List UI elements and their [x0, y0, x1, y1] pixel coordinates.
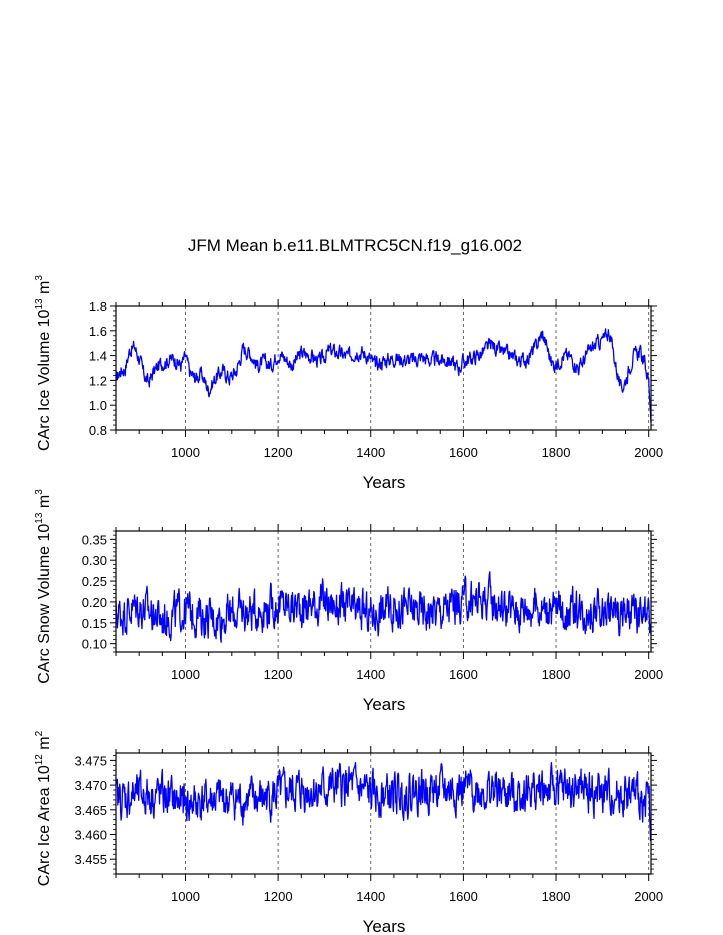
x-tick-label: 2000: [634, 667, 663, 682]
x-tick-label: 1000: [171, 667, 200, 682]
y-axis-title: CArc Snow Volume 1013 m3: [34, 489, 53, 684]
x-tick-label: 1600: [449, 889, 478, 904]
x-tick-label: 1800: [542, 445, 571, 460]
x-axis-title: Years: [363, 695, 406, 714]
series-line: [115, 571, 652, 643]
plot-frame: [115, 752, 652, 875]
y-tick-label: 0.25: [82, 574, 107, 589]
y-tick-label: 0.8: [89, 423, 107, 438]
y-tick-label: 1.8: [89, 299, 107, 314]
y-tick-label: 1.0: [89, 398, 107, 413]
y-tick-label: 0.35: [82, 532, 107, 547]
y-tick-label: 0.20: [82, 595, 107, 610]
x-tick-label: 1200: [264, 889, 293, 904]
x-tick-label: 1600: [449, 445, 478, 460]
plot-frame: [115, 530, 652, 653]
x-tick-label: 2000: [634, 889, 663, 904]
panel-1: 1000 1200 1400 1600 1800 2000 0.8 1.0 1.2 1.4 1.6 1…: [34, 275, 663, 492]
x-tick-label: 1600: [449, 667, 478, 682]
y-tick-label: 3.475: [74, 753, 107, 768]
y-tick-label: 3.455: [74, 852, 107, 867]
x-tick-label: 1200: [264, 667, 293, 682]
y-tick-label: 0.15: [82, 616, 107, 631]
x-axis-title: Years: [363, 917, 406, 935]
x-tick-label: 2000: [634, 445, 663, 460]
y-tick-label: 0.10: [82, 637, 107, 652]
x-tick-label: 1400: [356, 445, 385, 460]
x-tick-label: 1400: [356, 667, 385, 682]
x-tick-label: 1800: [542, 667, 571, 682]
x-tick-label: 1800: [542, 889, 571, 904]
x-tick-label: 1000: [171, 889, 200, 904]
x-tick-label: 1400: [356, 889, 385, 904]
y-tick-label: 1.2: [89, 373, 107, 388]
y-tick-label: 3.460: [74, 827, 107, 842]
y-tick-label: 1.4: [89, 349, 107, 364]
panel-2: 1000 1200 1400 1600 1800 2000 0.10 0.15 0.20 0.25…: [34, 489, 663, 714]
y-tick-label: 3.470: [74, 778, 107, 793]
x-tick-label: 1200: [264, 445, 293, 460]
y-axis-title: CArc Ice Volume 1013 m3: [34, 275, 53, 451]
series-line: [115, 761, 652, 842]
x-axis-title: Years: [363, 473, 406, 492]
series-line: [115, 328, 652, 423]
y-tick-label: 0.30: [82, 553, 107, 568]
x-tick-label: 1000: [171, 445, 200, 460]
panel-3: 1000 1200 1400 1600 1800 2000 3.455 3.460 3.465 3…: [34, 730, 663, 935]
y-tick-label: 1.6: [89, 324, 107, 339]
y-tick-label: 3.465: [74, 803, 107, 818]
plot-frame: [115, 305, 652, 431]
chart-title: JFM Mean b.e11.BLMTRC5CN.f19_g16.002: [188, 236, 522, 255]
y-axis-title: CArc Ice Area 1012 m2: [34, 730, 53, 886]
